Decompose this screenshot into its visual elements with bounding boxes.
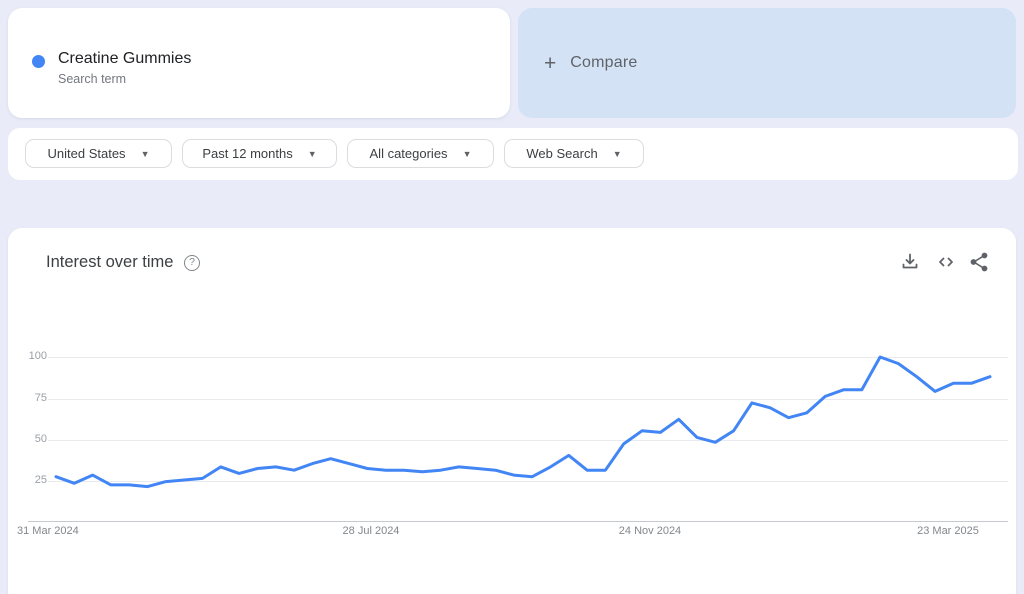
share-icon[interactable] bbox=[967, 250, 991, 274]
gridline-25 bbox=[48, 481, 1008, 482]
compare-card[interactable]: + Compare bbox=[518, 8, 1016, 118]
chart-title: Interest over time bbox=[46, 253, 174, 271]
y-tick-75: 75 bbox=[34, 392, 47, 404]
filter-bar: United States ▼ Past 12 months ▼ All cat… bbox=[8, 128, 1018, 180]
filter-time-dropdown[interactable]: Past 12 months ▼ bbox=[182, 139, 337, 168]
chevron-down-icon: ▼ bbox=[612, 149, 622, 159]
download-icon[interactable] bbox=[898, 250, 922, 274]
trend-polyline bbox=[54, 355, 992, 489]
gridline-75 bbox=[48, 399, 1008, 400]
y-tick-100: 100 bbox=[28, 350, 47, 362]
filter-category-dropdown[interactable]: All categories ▼ bbox=[347, 139, 494, 168]
filter-category-label: All categories bbox=[369, 146, 448, 161]
chevron-down-icon: ▼ bbox=[140, 149, 150, 159]
x-tick-3: 23 Mar 2025 bbox=[917, 525, 979, 537]
gridline-100 bbox=[48, 357, 1008, 358]
x-tick-0: 31 Mar 2024 bbox=[17, 525, 79, 537]
embed-code-icon[interactable] bbox=[934, 250, 958, 274]
series-color-dot bbox=[32, 55, 45, 68]
y-tick-50: 50 bbox=[34, 433, 47, 445]
search-term-card[interactable]: Creatine Gummies Search term bbox=[8, 8, 510, 118]
search-term-title: Creatine Gummies bbox=[58, 50, 192, 67]
interest-over-time-card: Interest over time ? 100 75 50 25 31 Mar… bbox=[8, 228, 1016, 594]
help-icon[interactable]: ? bbox=[184, 255, 200, 271]
filter-time-label: Past 12 months bbox=[202, 146, 293, 161]
filter-geo-dropdown[interactable]: United States ▼ bbox=[25, 139, 172, 168]
x-axis-line bbox=[28, 521, 1008, 522]
filter-property-label: Web Search bbox=[526, 146, 598, 161]
compare-label: Compare bbox=[570, 54, 638, 71]
y-tick-25: 25 bbox=[34, 474, 47, 486]
compare-inner: + Compare bbox=[544, 8, 637, 118]
chevron-down-icon: ▼ bbox=[307, 149, 317, 159]
x-tick-1: 28 Jul 2024 bbox=[342, 525, 400, 537]
x-tick-2: 24 Nov 2024 bbox=[618, 525, 682, 537]
filter-property-dropdown[interactable]: Web Search ▼ bbox=[504, 139, 644, 168]
plus-icon: + bbox=[544, 51, 557, 75]
filter-geo-label: United States bbox=[47, 146, 126, 161]
trend-chart-plot[interactable] bbox=[8, 228, 1016, 594]
chevron-down-icon: ▼ bbox=[462, 149, 472, 159]
gridline-50 bbox=[48, 440, 1008, 441]
search-term-type: Search term bbox=[58, 72, 127, 86]
